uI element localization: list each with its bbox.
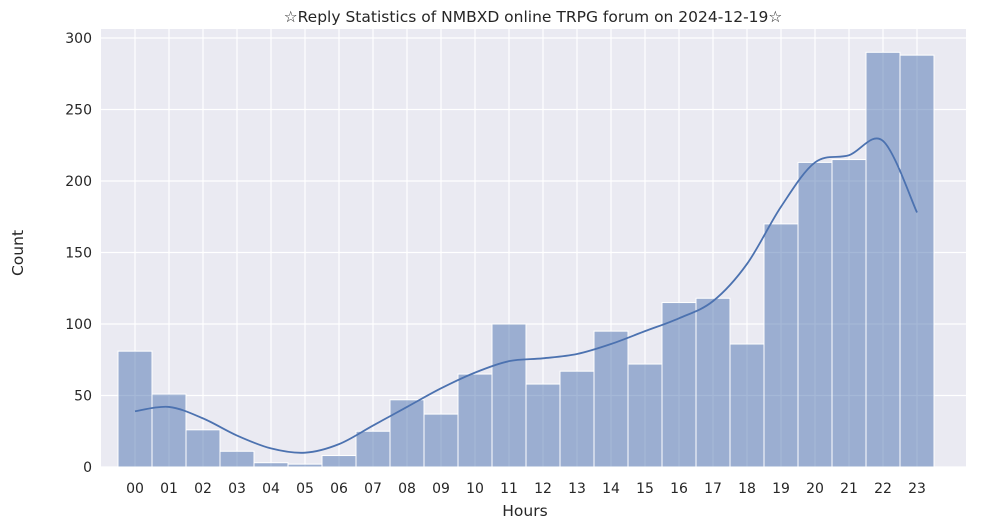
x-tick-11: 11 [500,481,518,497]
bar-16 [661,302,697,468]
x-tick-15: 15 [636,481,654,497]
bar-06 [321,455,357,468]
y-tick-200: 200 [65,174,92,190]
x-tick-14: 14 [602,481,620,497]
bar-02 [185,429,221,468]
bar-05 [287,463,323,468]
x-tick-12: 12 [534,481,552,497]
x-tick-02: 02 [194,481,212,497]
x-tick-08: 08 [398,481,416,497]
y-axis-label: Count [9,230,27,276]
bar-13 [559,370,595,468]
x-axis-label: Hours [502,502,547,520]
y-tick-150: 150 [65,246,92,262]
bar-18 [729,343,765,468]
bar-11 [491,323,527,468]
y-tick-50: 50 [74,389,92,405]
x-tick-06: 06 [330,481,348,497]
x-tick-00: 00 [126,481,144,497]
bar-19 [763,223,799,468]
bar-20 [797,161,833,468]
bar-01 [151,393,187,468]
y-tick-100: 100 [65,317,92,333]
bar-14 [593,330,629,468]
x-tick-13: 13 [568,481,586,497]
x-tick-05: 05 [296,481,314,497]
bars [117,51,935,468]
x-tick-23: 23 [908,481,926,497]
bar-21 [831,159,867,468]
bar-04 [253,462,289,468]
x-tick-17: 17 [704,481,722,497]
y-tick-250: 250 [65,103,92,119]
bar-08 [389,399,425,468]
x-tick-22: 22 [874,481,892,497]
bar-23 [899,54,935,468]
y-tick-0: 0 [83,460,92,476]
x-tick-01: 01 [160,481,178,497]
y-tick-labels: 0 50 100 150 200 250 300 [65,31,92,476]
bar-10 [457,373,493,468]
x-tick-labels: 00 01 02 03 04 05 06 07 08 09 10 11 12 13 14 15 16 17 18 19… [126,481,926,497]
x-tick-10: 10 [466,481,484,497]
x-tick-04: 04 [262,481,280,497]
x-tick-18: 18 [738,481,756,497]
y-tick-300: 300 [65,31,92,47]
x-tick-20: 20 [806,481,824,497]
kde-line [134,137,918,454]
bar-15 [627,363,663,468]
bar-22 [865,51,901,468]
x-tick-03: 03 [228,481,246,497]
bar-09 [423,413,459,468]
bar-12 [525,383,561,468]
bar-03 [219,450,255,468]
x-tick-19: 19 [772,481,790,497]
x-tick-16: 16 [670,481,688,497]
chart-title: ☆Reply Statistics of NMBXD online TRPG f… [284,8,783,26]
x-tick-09: 09 [432,481,450,497]
bar-07 [355,430,391,468]
x-tick-07: 07 [364,481,382,497]
bar-17 [695,297,731,468]
x-tick-21: 21 [840,481,858,497]
